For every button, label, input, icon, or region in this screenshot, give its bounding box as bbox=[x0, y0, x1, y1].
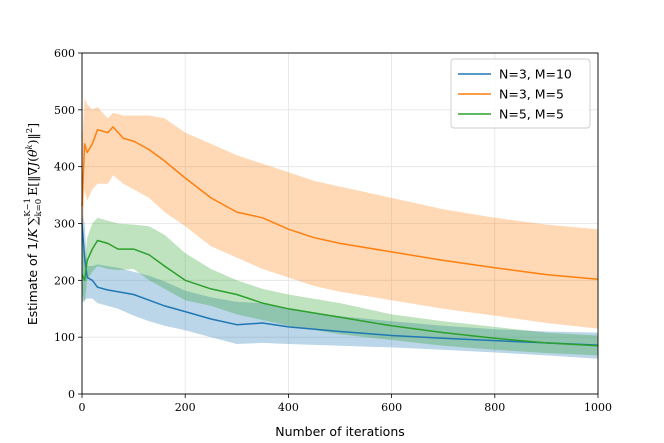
line-series-2 bbox=[81, 126, 599, 280]
y-tick-label: 200 bbox=[54, 274, 75, 287]
band-series-1 bbox=[82, 212, 598, 359]
band-series-3 bbox=[82, 217, 598, 356]
x-tick-label: 200 bbox=[175, 401, 196, 414]
grid bbox=[81, 52, 599, 395]
band-series-2 bbox=[82, 98, 598, 329]
x-tick-label: 600 bbox=[381, 401, 402, 414]
line-series-1 bbox=[81, 223, 599, 346]
y-tick-label: 300 bbox=[54, 218, 75, 231]
x-tick-label: 1000 bbox=[584, 401, 612, 414]
legend-entry-2: N=3, M=5 bbox=[499, 87, 564, 102]
y-axis-ticks: 0 100 200 300 400 500 600 bbox=[54, 47, 82, 401]
x-tick-label: 400 bbox=[278, 401, 299, 414]
legend-entry-1: N=3, M=10 bbox=[499, 67, 572, 82]
legend-box bbox=[450, 58, 591, 129]
y-tick-label: 400 bbox=[54, 161, 75, 174]
y-tick-label: 100 bbox=[54, 331, 75, 344]
x-axis-label: Number of iterations bbox=[275, 424, 405, 439]
legend: N=3, M=10 N=3, M=5 N=5, M=5 bbox=[450, 58, 591, 129]
y-tick-label: 500 bbox=[54, 104, 75, 117]
y-axis-label: Estimate of 1/K∑k=0K−1E[‖∇J(θk)‖2] bbox=[23, 123, 44, 325]
svg-text:Estimate of 1/K∑k=0K−1E[‖∇J(θk: Estimate of 1/K∑k=0K−1E[‖∇J(θk)‖2] bbox=[23, 123, 44, 325]
confidence-bands bbox=[82, 98, 598, 359]
y-tick-label: 600 bbox=[54, 47, 75, 60]
line-series-3 bbox=[81, 239, 599, 347]
x-tick-label: 800 bbox=[484, 401, 505, 414]
x-axis-ticks: 0 200 400 600 800 1000 bbox=[79, 394, 612, 414]
y-tick-label: 0 bbox=[68, 388, 75, 401]
series-lines bbox=[81, 126, 599, 347]
legend-entry-3: N=5, M=5 bbox=[499, 107, 564, 122]
x-tick-label: 0 bbox=[79, 401, 86, 414]
